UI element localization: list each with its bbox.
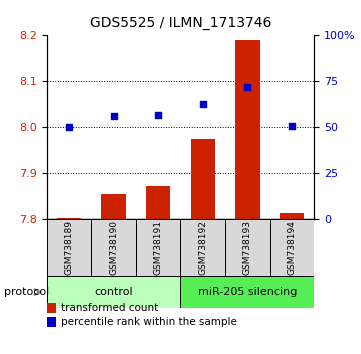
Text: GSM738189: GSM738189 [65,220,74,275]
Point [111,114,117,119]
Point [200,101,206,106]
Bar [101,194,126,219]
Bar [270,219,314,276]
Bar [47,276,180,308]
Text: control: control [95,287,133,297]
Text: GDS5525 / ILMN_1713746: GDS5525 / ILMN_1713746 [90,16,271,30]
Point [155,112,161,118]
Bar [225,219,270,276]
Bar [47,219,91,276]
Text: GSM738192: GSM738192 [198,220,207,275]
Bar [146,186,170,219]
Bar [91,219,136,276]
Text: GSM738191: GSM738191 [154,220,163,275]
Text: protocol: protocol [4,287,49,297]
Bar [180,276,314,308]
Text: GSM738193: GSM738193 [243,220,252,275]
Text: GSM738190: GSM738190 [109,220,118,275]
Bar [191,139,215,219]
Bar [279,213,304,219]
Text: GSM738194: GSM738194 [287,220,296,275]
Point [66,125,72,130]
Text: percentile rank within the sample: percentile rank within the sample [61,317,237,327]
Bar [235,40,260,219]
Bar [57,218,82,219]
Point [289,123,295,129]
Text: transformed count: transformed count [61,303,158,313]
Bar [180,219,225,276]
Text: miR-205 silencing: miR-205 silencing [197,287,297,297]
Bar [47,317,56,327]
Bar [47,303,56,313]
Point [244,84,250,90]
Bar [136,219,180,276]
